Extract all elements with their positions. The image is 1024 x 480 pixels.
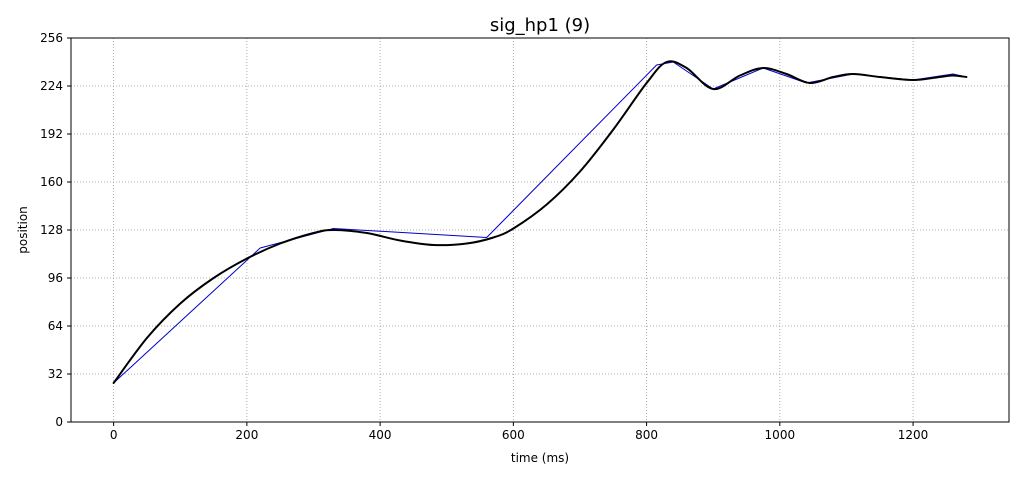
x-tick-label: 1200 <box>898 428 929 442</box>
y-tick-label: 256 <box>40 31 63 45</box>
grid <box>71 37 1009 423</box>
y-tick-label: 64 <box>48 319 63 333</box>
y-tick-label: 32 <box>48 367 63 381</box>
x-tick-label: 600 <box>502 428 525 442</box>
x-tick-label: 0 <box>110 428 118 442</box>
x-tick-label: 800 <box>635 428 658 442</box>
y-tick-label: 192 <box>40 127 63 141</box>
y-tick-label: 224 <box>40 79 63 93</box>
x-axis: 0 200 400 600 800 1000 1200 <box>110 422 929 442</box>
x-axis-label: time (ms) <box>511 451 569 465</box>
series-line-1 <box>113 61 967 384</box>
y-tick-label: 0 <box>55 415 63 429</box>
x-tick-label: 200 <box>235 428 258 442</box>
y-tick-label: 128 <box>40 223 63 237</box>
y-axis: 0 32 64 96 128 160 192 224 256 <box>40 31 71 429</box>
series-layer <box>112 60 968 384</box>
y-tick-label: 160 <box>40 175 63 189</box>
chart-title: sig_hp1 (9) <box>490 15 590 36</box>
x-tick-label: 400 <box>369 428 392 442</box>
y-axis-label: position <box>16 206 30 254</box>
x-tick-label: 1000 <box>765 428 796 442</box>
series-line-2 <box>112 60 968 384</box>
y-tick-label: 96 <box>48 271 63 285</box>
